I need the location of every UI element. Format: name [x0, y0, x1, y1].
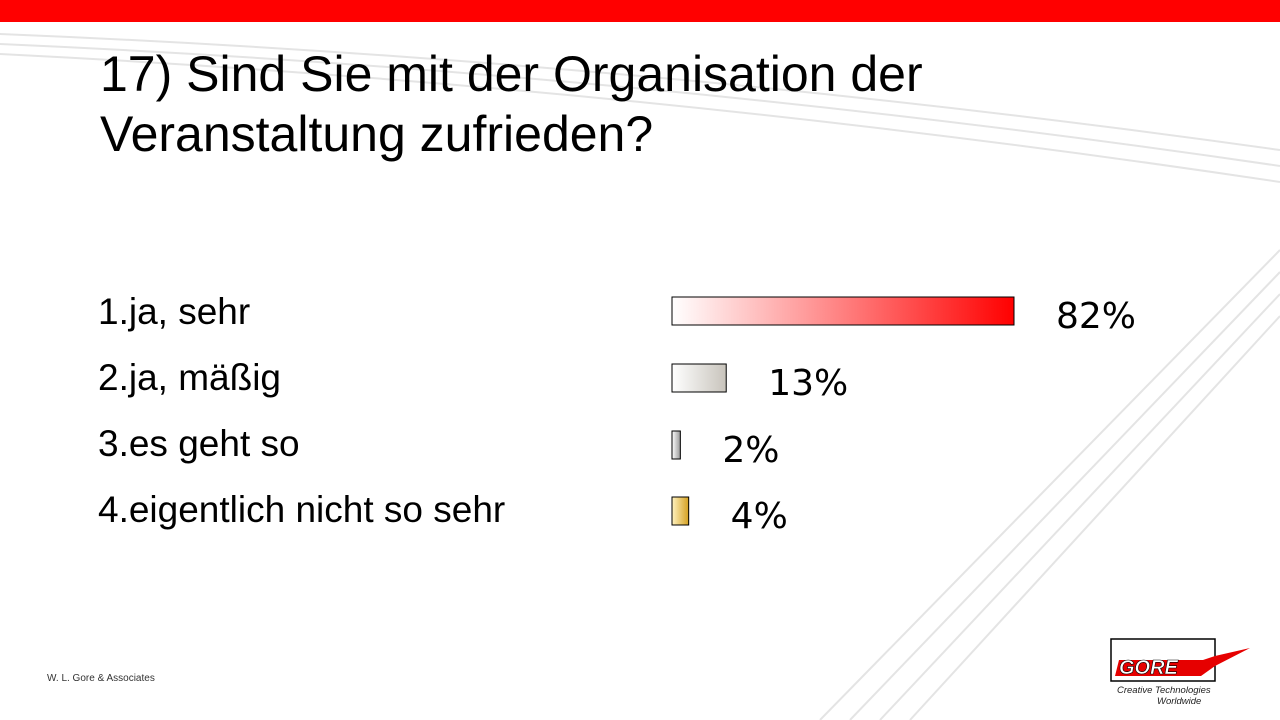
bar-1 [671, 296, 1015, 326]
bar-4 [671, 496, 690, 526]
answer-option-1: 1.ja, sehr [98, 291, 251, 332]
top-accent-bar [0, 0, 1280, 22]
bar-3 [671, 430, 681, 460]
bar-value-label-2: 13% [768, 363, 848, 404]
bar-value-label-3: 2% [722, 430, 779, 471]
title-line-1: 17) Sind Sie mit der Organisation der [100, 46, 923, 102]
answer-option-4: 4.eigentlich nicht so sehr [98, 489, 506, 530]
bar-value-label-4: 4% [731, 496, 788, 537]
bar-value-label-1: 82% [1056, 296, 1136, 337]
answer-option-3: 3.es geht so [98, 423, 300, 464]
footer-company-name: W. L. Gore & Associates [47, 673, 155, 684]
answer-option-2: 2.ja, mäßig [98, 357, 282, 398]
bar-2 [671, 363, 727, 393]
logo-tagline-line-1: Creative Technologies [1117, 685, 1211, 696]
title-line-2: Veranstaltung zufrieden? [100, 106, 654, 162]
logo-wordmark: GORE [1119, 657, 1179, 679]
gore-logo: GORE Creative Technologies Worldwide [1110, 638, 1250, 707]
slide-title: 17) Sind Sie mit der Organisation der Ve… [100, 44, 1200, 164]
logo-tagline-line-2: Worldwide [1157, 696, 1201, 707]
